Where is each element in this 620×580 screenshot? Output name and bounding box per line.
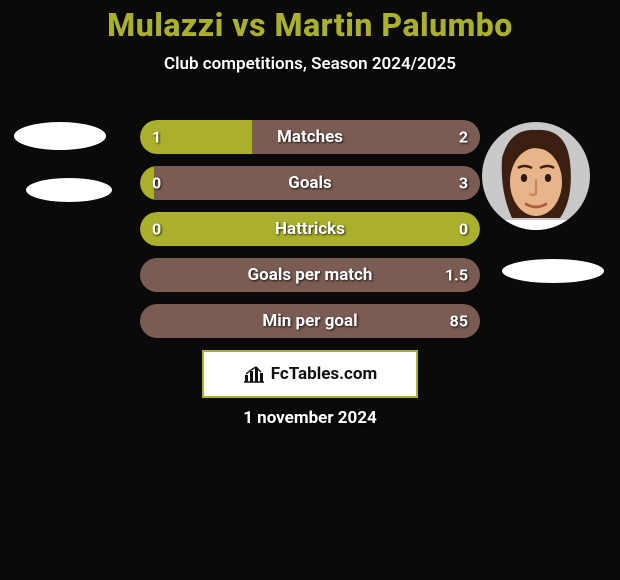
comparison-bars: Matches12Goals03Hattricks00Goals per mat…	[140, 120, 480, 350]
stat-label: Goals	[140, 173, 480, 193]
footer-logo-box: FcTables.com	[202, 350, 418, 398]
player-right-avatar	[482, 122, 590, 230]
player-right-placeholder	[502, 259, 604, 283]
stat-value-right: 1.5	[445, 266, 468, 285]
stat-bar: Matches1 2	[140, 120, 480, 154]
stat-label: Matches	[140, 127, 480, 147]
page-subtitle: Club competitions, Season 2024/2025	[0, 54, 620, 74]
stat-value-left: 1	[152, 128, 161, 147]
bar-chart-icon	[243, 365, 265, 383]
page-title: Mulazzi vs Martin Palumbo	[0, 0, 620, 44]
date-text: 1 november 2024	[0, 408, 620, 428]
player-left-placeholder-2	[26, 178, 112, 202]
stat-value-right: 0	[459, 220, 468, 239]
stat-value-right: 2	[459, 128, 468, 147]
stat-value-left: 0	[152, 220, 161, 239]
stat-value-right: 85	[450, 312, 468, 331]
stat-label: Hattricks	[140, 219, 480, 239]
stat-bar: Goals per match1.5	[140, 258, 480, 292]
stat-label: Min per goal	[140, 311, 480, 331]
footer-logo-text: FcTables.com	[271, 364, 377, 384]
player-left-placeholder-1	[14, 122, 106, 150]
stat-value-left: 0	[152, 174, 161, 193]
stat-bar: Hattricks0 0	[140, 212, 480, 246]
stat-value-right: 3	[459, 174, 468, 193]
avatar-icon	[482, 122, 590, 230]
stat-bar: Goals0 3	[140, 166, 480, 200]
stat-bar: Min per goal85	[140, 304, 480, 338]
stat-label: Goals per match	[140, 265, 480, 285]
